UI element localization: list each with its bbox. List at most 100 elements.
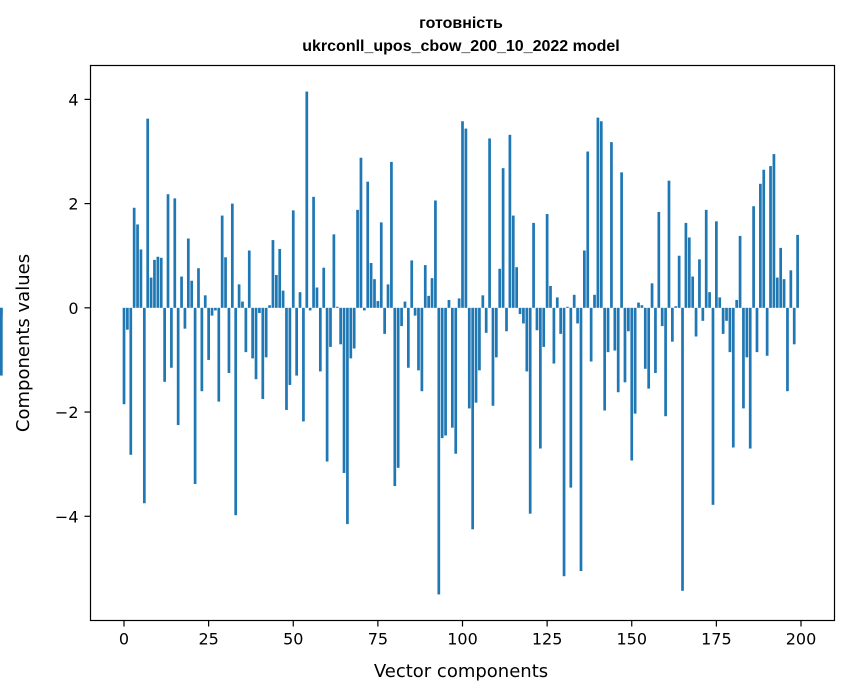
bar bbox=[207, 307, 210, 360]
bar bbox=[576, 307, 579, 324]
bar bbox=[295, 307, 298, 376]
bar bbox=[633, 307, 637, 414]
bar bbox=[599, 121, 603, 308]
bar bbox=[484, 307, 488, 333]
bar bbox=[430, 278, 434, 308]
y-axis-label: Components values bbox=[13, 254, 34, 432]
bar bbox=[772, 154, 776, 308]
bar bbox=[759, 183, 762, 308]
bar bbox=[142, 307, 146, 504]
bar bbox=[329, 307, 332, 347]
bar bbox=[515, 267, 519, 308]
bar bbox=[237, 284, 241, 308]
bar bbox=[220, 215, 224, 308]
bar bbox=[589, 307, 593, 362]
bar bbox=[203, 295, 207, 308]
bar bbox=[227, 307, 231, 373]
bar bbox=[532, 222, 535, 308]
y-axis: −4 −2 0 2 4 bbox=[55, 90, 91, 526]
bar bbox=[0, 307, 3, 376]
bar bbox=[687, 237, 691, 308]
bar bbox=[200, 307, 204, 392]
bar bbox=[742, 307, 745, 409]
bar bbox=[146, 118, 150, 308]
bar bbox=[562, 307, 566, 577]
bar bbox=[291, 210, 295, 308]
bar bbox=[725, 307, 728, 321]
bar bbox=[346, 307, 349, 525]
bar bbox=[356, 209, 359, 308]
x-tick-label: 175 bbox=[701, 630, 732, 649]
bar bbox=[572, 294, 576, 308]
bar bbox=[471, 307, 475, 530]
x-tick-label: 200 bbox=[786, 630, 817, 649]
bar bbox=[339, 307, 342, 345]
bar bbox=[403, 301, 407, 308]
bar bbox=[126, 307, 129, 330]
bar bbox=[400, 307, 403, 327]
bar bbox=[481, 295, 485, 308]
bar bbox=[440, 307, 444, 439]
bar bbox=[376, 301, 380, 308]
bar bbox=[522, 307, 525, 324]
bar bbox=[170, 307, 173, 368]
bar bbox=[302, 307, 305, 422]
bar bbox=[149, 277, 153, 308]
y-tick-label: 2 bbox=[68, 195, 78, 214]
bar bbox=[786, 307, 789, 392]
bar bbox=[542, 307, 546, 347]
bar bbox=[393, 307, 397, 487]
bar bbox=[691, 276, 695, 308]
x-tick-label: 150 bbox=[616, 630, 647, 649]
bar bbox=[505, 307, 508, 332]
bar bbox=[501, 168, 505, 308]
bar bbox=[369, 263, 373, 308]
bar bbox=[305, 91, 309, 308]
bar bbox=[789, 270, 793, 308]
bar bbox=[247, 250, 251, 308]
bar bbox=[258, 307, 261, 314]
bar bbox=[715, 221, 718, 308]
bar bbox=[769, 166, 772, 308]
bar bbox=[596, 117, 600, 308]
x-axis-label: Vector components bbox=[374, 661, 548, 682]
x-tick-label: 50 bbox=[283, 630, 303, 649]
bar bbox=[173, 198, 177, 308]
bar bbox=[478, 307, 481, 371]
bar bbox=[494, 307, 498, 358]
bar bbox=[274, 274, 278, 308]
bar bbox=[616, 307, 620, 393]
bar bbox=[352, 307, 356, 349]
bar bbox=[254, 307, 258, 380]
bar bbox=[163, 307, 166, 382]
bar bbox=[684, 222, 688, 308]
bar bbox=[721, 307, 725, 334]
bar bbox=[156, 256, 160, 308]
bar bbox=[539, 307, 542, 449]
bar bbox=[559, 307, 563, 334]
bar bbox=[711, 307, 715, 505]
bars bbox=[0, 91, 799, 595]
bar bbox=[654, 307, 657, 373]
bar bbox=[474, 307, 478, 403]
bar bbox=[535, 307, 539, 331]
bar bbox=[136, 224, 139, 308]
chart-title: готовність bbox=[419, 15, 503, 32]
bar bbox=[525, 307, 529, 372]
bar bbox=[417, 307, 420, 371]
bar bbox=[704, 209, 708, 308]
bar bbox=[620, 172, 623, 308]
y-tick-label: 0 bbox=[68, 299, 78, 318]
bar bbox=[366, 181, 370, 308]
bar bbox=[241, 301, 244, 308]
bar bbox=[298, 292, 302, 308]
bar bbox=[332, 234, 336, 308]
bar bbox=[437, 307, 441, 595]
bar bbox=[755, 307, 759, 353]
bar bbox=[467, 307, 471, 409]
bar bbox=[640, 305, 644, 308]
bar bbox=[359, 157, 363, 308]
bar bbox=[718, 297, 722, 308]
bar bbox=[610, 142, 613, 308]
